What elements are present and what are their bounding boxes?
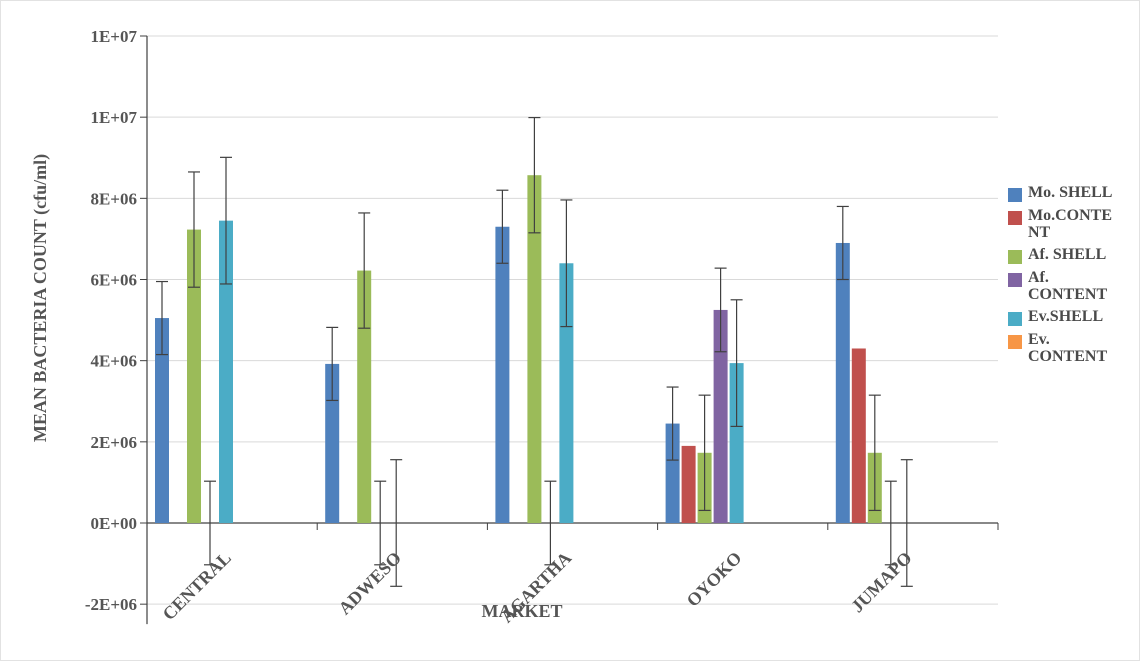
- y-tick-label: 1E+07: [90, 27, 137, 46]
- bar: [681, 445, 696, 523]
- category-label: OYOKO: [683, 548, 746, 611]
- bar: [851, 348, 866, 523]
- category-label: JUMAPO: [847, 548, 916, 617]
- y-tick-label: 1E+07: [90, 108, 137, 127]
- legend: Mo. SHELL Mo.CONTE NT Af. SHELL Af. CONTENT Ev…: [1008, 184, 1140, 370]
- legend-swatch: [1008, 188, 1022, 202]
- y-tick-label: 4E+06: [90, 352, 137, 371]
- bar: [187, 229, 201, 523]
- bar: [665, 423, 680, 523]
- legend-label: Af. SHELL: [1028, 246, 1107, 263]
- legend-swatch: [1008, 312, 1022, 326]
- y-tick-label: 6E+06: [90, 271, 137, 290]
- y-tick-label: -2E+06: [85, 595, 137, 614]
- legend-item: Ev.SHELL: [1008, 308, 1140, 326]
- x-axis-title: MARKET: [482, 601, 563, 621]
- legend-swatch: [1008, 250, 1022, 264]
- legend-swatch: [1008, 335, 1022, 349]
- legend-swatch: [1008, 211, 1022, 225]
- bar: [357, 270, 372, 523]
- bar: [219, 220, 233, 523]
- bar: [729, 363, 744, 523]
- category-label: ADWESO: [334, 548, 405, 619]
- bar: [527, 175, 542, 523]
- legend-label: Mo.CONTE NT: [1028, 207, 1112, 241]
- legend-label: Ev. CONTENT: [1028, 331, 1108, 365]
- y-tick-label: 8E+06: [90, 189, 137, 208]
- category-label: CENTRAL: [159, 548, 235, 624]
- y-tick-label: 0E+00: [90, 514, 137, 533]
- legend-swatch: [1008, 273, 1022, 287]
- legend-label: Mo. SHELL: [1028, 184, 1113, 201]
- legend-item: Af. SHELL: [1008, 246, 1140, 264]
- bar: [559, 263, 574, 523]
- y-tick-label: 2E+06: [90, 433, 137, 452]
- bar: [495, 226, 510, 523]
- bar: [155, 318, 169, 523]
- legend-item: Ev. CONTENT: [1008, 331, 1140, 365]
- bar: [835, 242, 850, 523]
- bar: [713, 309, 728, 523]
- legend-label: Af. CONTENT: [1028, 269, 1108, 303]
- y-axis-title: MEAN BACTERIA COUNT (cfu/ml): [30, 154, 51, 442]
- legend-item: Mo.CONTE NT: [1008, 207, 1140, 241]
- legend-item: Mo. SHELL: [1008, 184, 1140, 202]
- legend-item: Af. CONTENT: [1008, 269, 1140, 303]
- bar: [325, 363, 340, 523]
- legend-label: Ev.SHELL: [1028, 308, 1104, 325]
